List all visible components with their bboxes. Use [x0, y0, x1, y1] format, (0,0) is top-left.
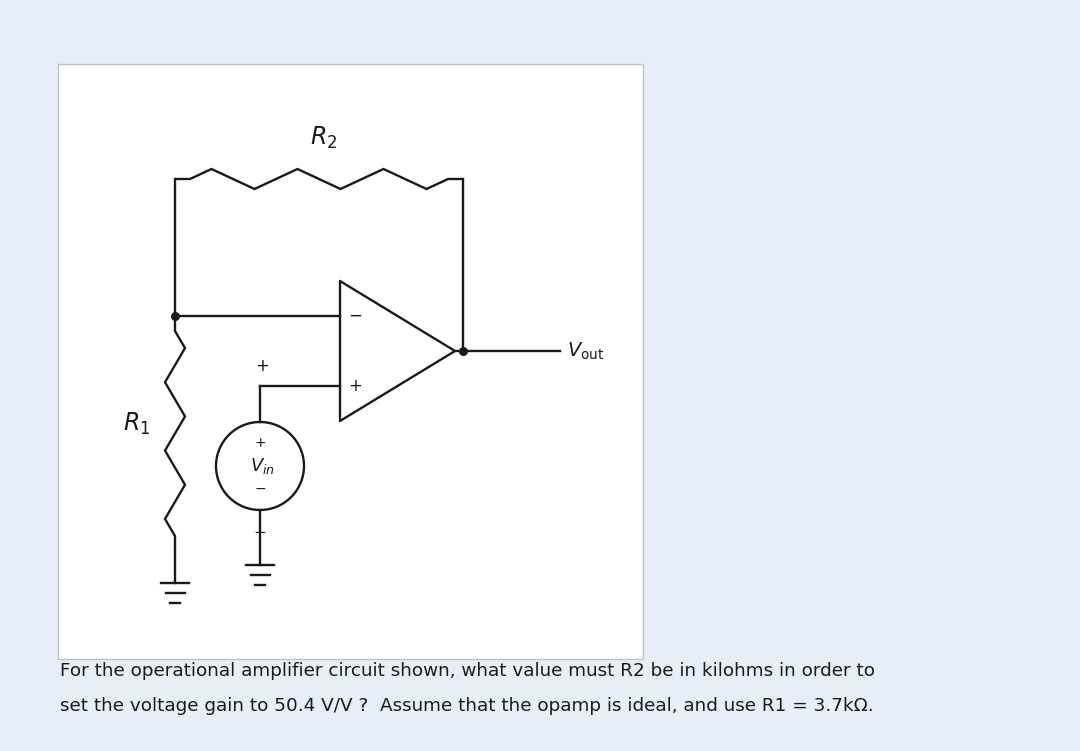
Text: −: − [254, 482, 266, 496]
Text: −: − [348, 307, 362, 325]
Text: For the operational amplifier circuit shown, what value must R2 be in kilohms in: For the operational amplifier circuit sh… [60, 662, 875, 680]
Text: $R_1$: $R_1$ [123, 410, 150, 436]
Text: $V_{\mathregular{out}}$: $V_{\mathregular{out}}$ [567, 340, 605, 362]
Text: $R_2$: $R_2$ [310, 125, 338, 151]
Text: set the voltage gain to 50.4 V/V ?  Assume that the opamp is ideal, and use R1 =: set the voltage gain to 50.4 V/V ? Assum… [60, 697, 874, 715]
Text: +: + [348, 377, 362, 395]
Text: $V_{\mathregular{in}}$: $V_{\mathregular{in}}$ [249, 456, 274, 476]
Text: +: + [255, 357, 269, 375]
Text: −: − [254, 525, 267, 540]
FancyBboxPatch shape [58, 64, 643, 659]
Text: +: + [254, 436, 266, 450]
